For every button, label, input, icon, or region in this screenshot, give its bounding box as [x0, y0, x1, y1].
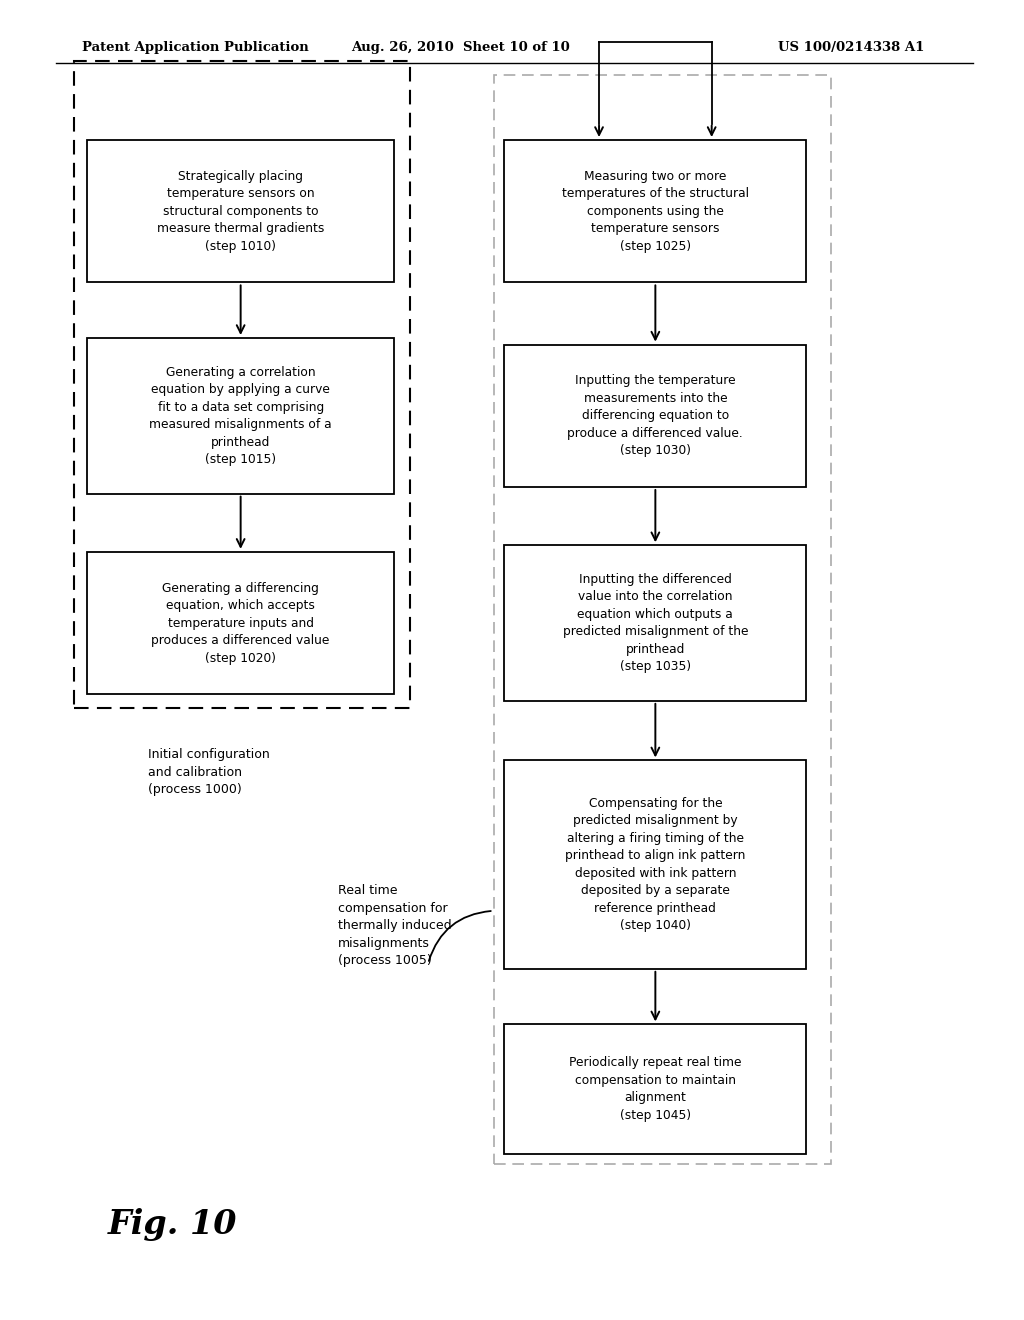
Text: Measuring two or more
temperatures of the structural
components using the
temper: Measuring two or more temperatures of th… — [562, 170, 749, 252]
Text: Strategically placing
temperature sensors on
structural components to
measure th: Strategically placing temperature sensor… — [157, 170, 325, 252]
Text: Patent Application Publication: Patent Application Publication — [82, 41, 308, 54]
Bar — [505, 545, 807, 701]
Bar — [505, 760, 807, 969]
Text: Periodically repeat real time
compensation to maintain
alignment
(step 1045): Periodically repeat real time compensati… — [569, 1056, 741, 1122]
Text: Compensating for the
predicted misalignment by
altering a firing timing of the
p: Compensating for the predicted misalignm… — [565, 797, 745, 932]
Text: Fig. 10: Fig. 10 — [108, 1209, 237, 1241]
Text: Inputting the temperature
measurements into the
differencing equation to
produce: Inputting the temperature measurements i… — [567, 375, 743, 457]
Bar — [87, 338, 394, 494]
Text: Aug. 26, 2010  Sheet 10 of 10: Aug. 26, 2010 Sheet 10 of 10 — [351, 41, 570, 54]
Bar — [505, 345, 807, 487]
Bar — [505, 1024, 807, 1154]
Text: Generating a differencing
equation, which accepts
temperature inputs and
produce: Generating a differencing equation, whic… — [152, 582, 330, 664]
Text: US 100/0214338 A1: US 100/0214338 A1 — [778, 41, 925, 54]
Text: Generating a correlation
equation by applying a curve
fit to a data set comprisi: Generating a correlation equation by app… — [150, 366, 332, 466]
Bar — [74, 61, 410, 708]
Text: Inputting the differenced
value into the correlation
equation which outputs a
pr: Inputting the differenced value into the… — [562, 573, 749, 673]
Bar — [87, 552, 394, 694]
Bar — [505, 140, 807, 282]
Text: Initial configuration
and calibration
(process 1000): Initial configuration and calibration (p… — [148, 748, 270, 796]
Bar — [87, 140, 394, 282]
Text: Real time
compensation for
thermally induced
misalignments
(process 1005): Real time compensation for thermally ind… — [338, 884, 452, 968]
Bar — [494, 75, 831, 1164]
